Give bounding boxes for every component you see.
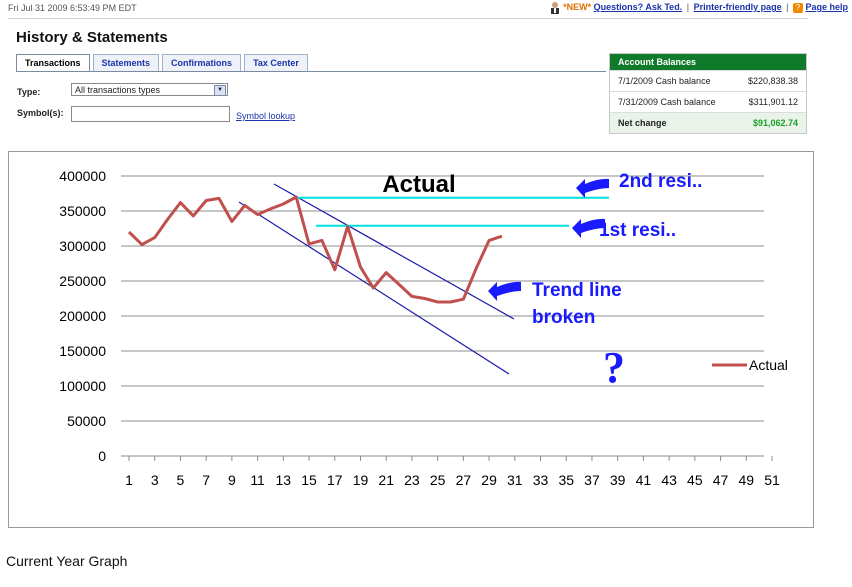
x-tick-label: 9 — [228, 472, 236, 488]
tab-confirmations[interactable]: Confirmations — [162, 54, 242, 71]
x-tick-label: 19 — [353, 472, 369, 488]
trend-line-upper — [273, 183, 515, 320]
type-label: Type: — [17, 87, 41, 97]
x-tick-label: 39 — [610, 472, 626, 488]
second-resistance-label: 2nd resi.. — [619, 171, 702, 192]
symbol-label: Symbol(s): — [17, 108, 64, 118]
x-tick-label: 31 — [507, 472, 523, 488]
chart-frame: 400000 350000 300000 250000 200000 150000 1000… — [8, 151, 814, 528]
net-change-label: Net change — [618, 118, 667, 128]
series-line-actual — [127, 195, 503, 304]
y-tick-label: 250000 — [59, 273, 106, 289]
y-tick-label: 400000 — [59, 168, 106, 184]
y-tick-label: 300000 — [59, 238, 106, 254]
top-bar — [8, 2, 808, 19]
x-tick-label: 43 — [661, 472, 677, 488]
symbol-input[interactable] — [71, 106, 230, 122]
symbol-lookup-link[interactable]: Symbol lookup — [236, 111, 296, 121]
link-separator: | — [786, 1, 789, 12]
y-tick-label: 100000 — [59, 378, 106, 394]
ted-avatar-icon — [549, 1, 561, 14]
page-title: History & Statements — [16, 29, 168, 46]
link-separator: | — [686, 1, 690, 12]
type-select-value: All transactions types — [75, 85, 161, 95]
balance-row-label: 7/1/2009 Cash balance — [618, 76, 711, 86]
x-tick-label: 45 — [687, 472, 703, 488]
balance-row: 7/31/2009 Cash balance $311,901.12 — [610, 91, 806, 112]
x-tick-label: 47 — [713, 472, 729, 488]
x-tick-label: 1 — [125, 472, 133, 488]
type-select[interactable]: All transactions types ▼ — [71, 83, 228, 96]
legend-label: Actual — [749, 357, 788, 373]
net-change-value: $91,062.74 — [752, 118, 798, 128]
printer-friendly-link[interactable]: Printer-friendly page — [693, 1, 782, 12]
x-tick-label: 3 — [151, 472, 159, 488]
x-tick-label: 49 — [738, 472, 754, 488]
x-tick-label: 27 — [456, 472, 472, 488]
tab-bar: Transactions Statements Confirmations Ta… — [16, 54, 308, 71]
top-links: *NEW* Questions? Ask Ted. | Printer-frie… — [549, 1, 848, 14]
chart-caption: Current Year Graph — [6, 553, 128, 569]
account-balances-panel: Account Balances 7/1/2009 Cash balance $… — [609, 53, 807, 134]
x-tick-label: 29 — [481, 472, 497, 488]
x-tick-label: 33 — [533, 472, 549, 488]
y-tick-label: 350000 — [59, 203, 106, 219]
datetime: Fri Jul 31 2009 6:53:49 PM EDT — [8, 3, 137, 13]
tab-divider — [16, 71, 606, 72]
net-change-row: Net change $91,062.74 — [610, 112, 806, 133]
y-tick-label: 150000 — [59, 343, 106, 359]
x-tick-label: 25 — [430, 472, 446, 488]
x-tick-label: 5 — [177, 472, 185, 488]
x-tick-label: 51 — [764, 472, 780, 488]
chart-title: Actual — [382, 171, 455, 198]
x-tick-label: 23 — [404, 472, 420, 488]
x-tick-label: 7 — [202, 472, 210, 488]
balance-row: 7/1/2009 Cash balance $220,838.38 — [610, 70, 806, 91]
chevron-down-icon[interactable]: ▼ — [214, 85, 226, 96]
question-mark: ? — [603, 343, 625, 392]
line-chart: 4000003500003000002500002000001500001000… — [59, 168, 788, 488]
x-tick-label: 17 — [327, 472, 343, 488]
balance-row-label: 7/31/2009 Cash balance — [618, 97, 716, 107]
help-icon[interactable]: ? — [792, 2, 803, 13]
first-resistance-label: 1st resi.. — [599, 220, 676, 241]
tab-transactions[interactable]: Transactions — [16, 54, 90, 71]
x-tick-label: 37 — [584, 472, 600, 488]
page-help-link[interactable]: Page help — [805, 1, 848, 12]
balance-row-value: $220,838.38 — [747, 76, 798, 86]
x-tick-label: 21 — [378, 472, 394, 488]
arrow-left-icon — [576, 178, 609, 198]
x-tick-label: 11 — [250, 472, 265, 488]
arrow-left-icon — [488, 281, 521, 301]
arrow-left-icon — [572, 218, 605, 238]
trend-line-label: Trend line — [532, 280, 622, 301]
x-tick-label: 13 — [276, 472, 292, 488]
balance-row-value: $311,901.12 — [748, 97, 798, 107]
questions-link[interactable]: Questions? Ask Ted. — [593, 1, 683, 12]
y-tick-label: 200000 — [59, 308, 106, 324]
x-tick-label: 35 — [558, 472, 574, 488]
y-tick-label: 50000 — [67, 413, 106, 429]
y-tick-label: 0 — [98, 448, 106, 464]
tab-statements[interactable]: Statements — [92, 54, 160, 71]
trend-line-label: broken — [532, 307, 595, 328]
tab-tax-center[interactable]: Tax Center — [244, 54, 308, 71]
x-tick-label: 15 — [301, 472, 317, 488]
account-balances-header: Account Balances — [610, 54, 806, 70]
new-badge: *NEW* — [563, 1, 592, 12]
x-tick-label: 41 — [636, 472, 652, 488]
